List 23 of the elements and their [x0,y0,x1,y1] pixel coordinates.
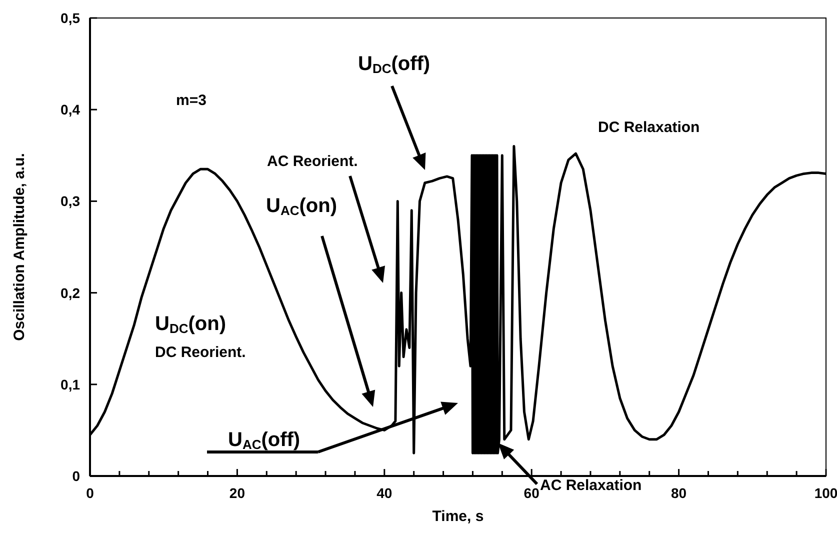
x-tick-label: 40 [376,485,392,501]
y-tick-label: 0,1 [60,376,80,392]
annotation: DC Reorient. [155,344,246,361]
x-tick-label: 100 [814,485,837,501]
y-tick-label: 0 [72,468,80,484]
annotation: DC Relaxation [598,119,700,136]
annotation: m=3 [176,92,206,109]
annotation: U$_{AC}$(off) [228,429,300,452]
x-tick-label: 60 [524,485,540,501]
x-tick-label: 80 [671,485,687,501]
y-tick-label: 0,3 [60,193,80,210]
x-axis-title: Time, s [432,508,484,525]
y-tick-label: 0,4 [60,102,80,118]
y-tick-label: 0,5 [60,10,80,26]
y-axis-title: Oscillation Amplitude, a.u. [11,153,28,341]
x-tick-label: 20 [229,485,246,501]
annotation: U$_{DC}$(off) [358,53,430,76]
y-tick-label: 0,2 [60,284,80,301]
x-tick-label: 0 [86,485,94,501]
text: AC Relaxation [540,477,642,494]
annotation: AC Reorient. [267,153,358,170]
annotation: U$_{DC}$(on) [155,313,226,336]
annotation: U$_{AC}$(on) [266,195,337,218]
